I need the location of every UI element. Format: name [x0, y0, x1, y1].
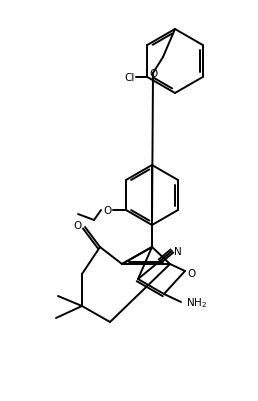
Text: O: O — [149, 69, 157, 79]
Text: O: O — [187, 268, 195, 278]
Text: NH$_2$: NH$_2$ — [186, 296, 207, 309]
Text: O: O — [104, 205, 112, 215]
Text: Cl: Cl — [124, 73, 134, 83]
Text: N: N — [174, 246, 182, 256]
Text: O: O — [74, 221, 82, 231]
